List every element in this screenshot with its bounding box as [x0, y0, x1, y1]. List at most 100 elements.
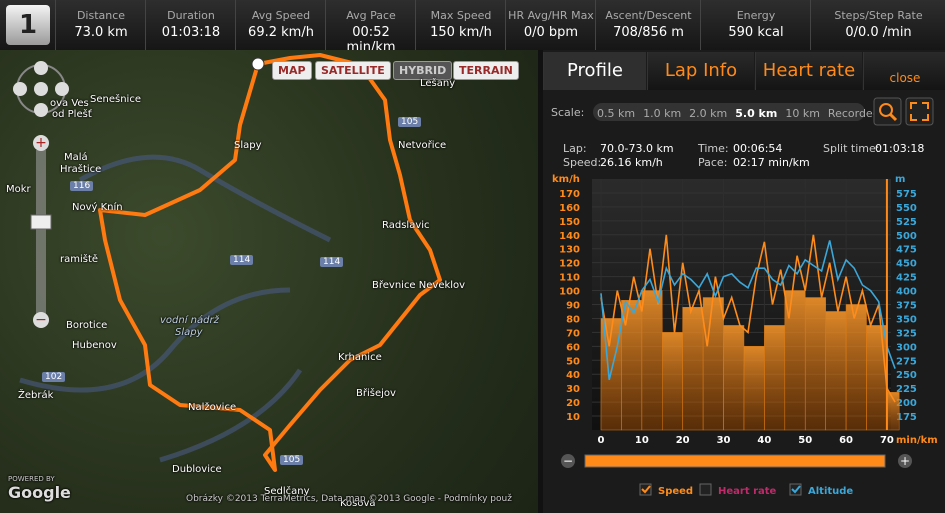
start-marker [251, 57, 265, 71]
stat: Energy 590 kcal [700, 0, 811, 50]
x-tick-label: 50 [798, 435, 812, 446]
lap-bar [723, 325, 745, 431]
google-logo[interactable]: Google [8, 483, 71, 502]
lap-bar [662, 332, 683, 431]
x-axis-label: min/km [896, 435, 938, 446]
stat-label: Duration [167, 9, 215, 22]
place-label: ramiště [60, 254, 99, 265]
y2-tick-label: 400 [896, 287, 917, 298]
y2-tick-label: 550 [896, 203, 917, 214]
lap-badge: 1 [6, 5, 50, 45]
legend-label: Altitude [808, 486, 853, 497]
map-button[interactable]: SATELLITE [315, 61, 391, 80]
y-tick-label: 80 [566, 314, 580, 325]
y-tick-label: 170 [559, 189, 580, 200]
place-label: Dublovice [172, 464, 222, 475]
scale-option[interactable]: 2.0 km [689, 107, 728, 120]
lap-bar [641, 290, 663, 431]
y-tick-label: 100 [559, 287, 580, 298]
y-tick-label: 60 [566, 342, 580, 353]
info-value: 01:03:18 [875, 142, 925, 155]
stat-value: 150 km/h [430, 25, 492, 40]
place-label: Borotice [66, 320, 108, 331]
scale-option[interactable]: 0.5 km [597, 107, 636, 120]
x-tick-label: 40 [757, 435, 771, 446]
scale-option[interactable]: 1.0 km [643, 107, 682, 120]
info-label: Split time: [823, 142, 880, 155]
stat: Ascent/Descent 708/856 m [595, 0, 701, 50]
profile-chart: km/h m10203040506070809010011012013014015… [552, 174, 938, 497]
stat-label: Energy [736, 9, 776, 22]
stat: Steps/Step Rate 0/0.0 /min [810, 0, 945, 50]
zoom-out[interactable] [561, 454, 575, 468]
info-label: Lap: [563, 142, 587, 155]
y2-tick-label: 475 [896, 245, 917, 256]
info-value: 00:06:54 [733, 142, 783, 155]
tab[interactable]: Heart rate [755, 52, 862, 90]
scale-option[interactable]: Recorded [827, 107, 880, 120]
side-panel: Profile Lap Info Heart rate close Scale:… [543, 50, 945, 513]
stat-value: 708/856 m [613, 25, 684, 40]
legend-checkbox[interactable] [789, 483, 802, 496]
x-tick-label: 0 [598, 435, 605, 446]
place-label: Kosova [340, 498, 376, 509]
y-tick-label: 70 [566, 328, 580, 339]
close-button[interactable]: close [863, 52, 945, 90]
road-number: 105 [398, 117, 422, 127]
y2-tick-label: 300 [896, 342, 917, 353]
lap-bar [866, 325, 888, 431]
y-tick-label: 140 [559, 231, 580, 242]
place-label: Krhanice [338, 352, 382, 363]
scale-option[interactable]: 10 km [785, 107, 820, 120]
road-number: 102 [42, 372, 66, 382]
y-tick-label: 50 [566, 356, 580, 367]
y-tick-label: 150 [559, 217, 580, 228]
stat-label: Max Speed [430, 9, 492, 22]
pan-control[interactable] [13, 61, 69, 117]
stat: Avg Pace 00:52 min/km [325, 0, 416, 55]
stat-label: Ascent/Descent [605, 9, 692, 22]
range-bar[interactable] [584, 454, 886, 468]
y-axis-label: km/h [552, 174, 580, 185]
legend-checkbox[interactable] [699, 483, 712, 496]
river [19, 154, 332, 463]
legend-label: Speed [658, 486, 693, 497]
zoom-in[interactable] [898, 454, 912, 468]
zoom-control[interactable]: + − [30, 135, 52, 328]
stat: Duration 01:03:18 [145, 0, 236, 50]
map-button[interactable]: MAP [272, 61, 312, 80]
x-tick-label: 60 [839, 435, 853, 446]
scale-option[interactable]: 5.0 km [735, 107, 778, 120]
x-tick-label: 70 [880, 435, 894, 446]
y-tick-label: 160 [559, 203, 580, 214]
lap-bar [702, 297, 724, 431]
map-button[interactable]: HYBRID [393, 61, 453, 80]
y2-tick-label: 575 [896, 189, 917, 200]
info-value: 02:17 min/km [733, 156, 810, 169]
lap-bar [825, 311, 847, 431]
info-label: Speed: [563, 156, 602, 169]
tab[interactable]: Lap Info [647, 52, 754, 90]
stat: HR Avg/HR Max 0/0 bpm [505, 0, 596, 50]
x-tick-label: 10 [635, 435, 649, 446]
road-number: 114 [230, 255, 254, 265]
y2-tick-label: 375 [896, 301, 917, 312]
place-label: Nový Knín [72, 202, 123, 213]
zoom-buttons[interactable] [873, 97, 943, 127]
place-label: Sedlčany [264, 486, 310, 497]
legend-checkbox[interactable] [639, 483, 652, 496]
place-label: vodní nádrž [160, 315, 219, 326]
info-value: 70.0-73.0 km [600, 142, 674, 155]
y2-axis-label: m [895, 174, 905, 185]
map-button[interactable]: TERRAIN [453, 61, 519, 80]
y-tick-label: 10 [566, 412, 580, 423]
y-tick-label: 40 [566, 370, 580, 381]
y-tick-label: 20 [566, 398, 580, 409]
lap-bar [682, 307, 704, 431]
tab[interactable]: Profile [543, 52, 646, 90]
info-value: 26.16 km/h [600, 156, 663, 169]
map[interactable]: + − MAP SATELLITE HYBRID TERRAIN Senešni… [0, 50, 538, 513]
stat-value: 0/0.0 /min [845, 25, 912, 40]
route [98, 53, 442, 472]
lap-bar [743, 346, 765, 431]
